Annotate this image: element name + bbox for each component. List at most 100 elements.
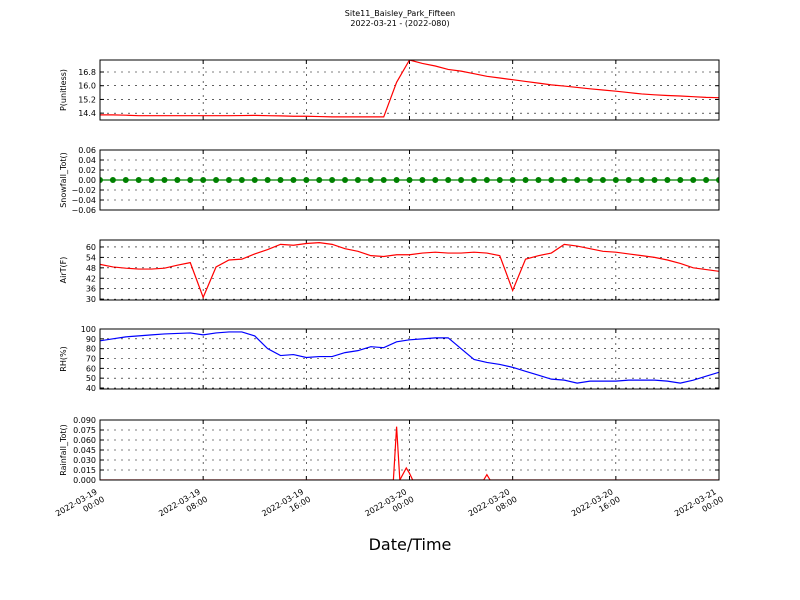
data-point: [496, 177, 503, 183]
data-point: [561, 177, 568, 183]
y-axis-label: P(unitless): [59, 69, 68, 111]
y-tick-label: 0.00: [78, 176, 96, 185]
data-point: [200, 177, 207, 183]
data-point: [290, 177, 297, 183]
data-point: [419, 177, 426, 183]
x-axis-label: Date/Time: [369, 535, 452, 554]
data-line: [100, 242, 719, 300]
y-tick-label: 70: [86, 355, 96, 364]
data-point: [329, 177, 336, 183]
data-point: [535, 177, 542, 183]
data-point: [225, 177, 232, 183]
data-point: [148, 177, 155, 183]
data-point: [664, 177, 671, 183]
data-point: [187, 177, 194, 183]
data-point: [109, 177, 116, 183]
data-point: [625, 177, 632, 183]
data-point: [483, 177, 490, 183]
data-point: [690, 177, 697, 183]
axes-frame: [99, 328, 720, 390]
y-tick-label: 0.060: [73, 436, 96, 445]
data-point: [509, 177, 516, 183]
y-tick-label: 0.090: [73, 416, 96, 425]
y-tick-label: 16.8: [78, 68, 96, 77]
data-point: [470, 177, 477, 183]
data-point: [677, 177, 684, 183]
y-tick-label: 60: [86, 364, 96, 373]
data-line: [100, 60, 719, 118]
data-point: [238, 177, 245, 183]
data-point: [264, 177, 271, 183]
y-tick-label: 16.0: [78, 82, 96, 91]
data-point: [161, 177, 168, 183]
data-point: [342, 177, 349, 183]
plot-area: [100, 177, 719, 183]
data-point: [277, 177, 284, 183]
plot-area: [100, 242, 719, 300]
y-axis-label: RH(%): [59, 346, 68, 371]
y-tick-label: 36: [86, 285, 96, 294]
y-tick-label: 14.4: [78, 109, 96, 118]
y-tick-label: 60: [86, 243, 96, 252]
y-tick-label: 0.02: [78, 166, 96, 175]
y-tick-label: 50: [86, 374, 96, 383]
plot-area: [100, 426, 719, 480]
data-point: [100, 177, 103, 183]
data-point: [303, 177, 310, 183]
y-tick-label: −0.06: [71, 206, 96, 215]
data-point: [367, 177, 374, 183]
data-point: [406, 177, 413, 183]
y-tick-label: 100: [81, 325, 96, 334]
data-point: [599, 177, 606, 183]
figure-title: Site11_Baisley_Park_Fifteen: [345, 9, 455, 18]
data-point: [445, 177, 452, 183]
data-point: [574, 177, 581, 183]
plot-area: [100, 60, 719, 118]
data-point: [135, 177, 142, 183]
y-tick-label: 0.030: [73, 456, 96, 465]
data-point: [393, 177, 400, 183]
y-tick-label: 15.2: [78, 95, 96, 104]
y-tick-label: 54: [86, 253, 96, 262]
y-axis-label: Rainfall_Tot(): [59, 424, 68, 476]
plot-area: [100, 331, 719, 384]
y-tick-label: 42: [86, 274, 96, 283]
y-tick-label: 40: [86, 384, 96, 393]
data-point: [548, 177, 555, 183]
data-point: [703, 177, 710, 183]
data-point: [458, 177, 465, 183]
y-tick-label: −0.04: [71, 196, 96, 205]
y-tick-label: −0.02: [71, 186, 96, 195]
data-point: [522, 177, 529, 183]
data-point: [174, 177, 181, 183]
data-point: [213, 177, 220, 183]
y-axis-label: AirT(F): [59, 257, 68, 284]
y-tick-label: 0.000: [73, 476, 96, 485]
data-point: [316, 177, 323, 183]
data-point: [651, 177, 658, 183]
figure-subtitle: 2022-03-21 - (2022-080): [350, 19, 449, 28]
axes-frame: [99, 239, 720, 301]
data-point: [587, 177, 594, 183]
y-tick-label: 0.015: [73, 466, 96, 475]
data-point: [432, 177, 439, 183]
y-tick-label: 90: [86, 335, 96, 344]
axes-frame: [99, 149, 720, 211]
data-point: [354, 177, 361, 183]
y-tick-label: 0.045: [73, 446, 96, 455]
data-point: [716, 177, 719, 183]
axes-frame: [99, 59, 720, 121]
data-line: [100, 331, 719, 384]
data-line: [100, 426, 719, 480]
y-tick-label: 30: [86, 295, 96, 304]
y-tick-label: 80: [86, 345, 96, 354]
data-point: [612, 177, 619, 183]
y-tick-label: 0.04: [78, 156, 96, 165]
data-point: [122, 177, 129, 183]
y-tick-label: 0.06: [78, 146, 96, 155]
y-tick-label: 0.075: [73, 426, 96, 435]
y-axis-label: Snowfall_Tot(): [59, 152, 68, 208]
data-point: [638, 177, 645, 183]
axes-frame: [99, 419, 720, 481]
